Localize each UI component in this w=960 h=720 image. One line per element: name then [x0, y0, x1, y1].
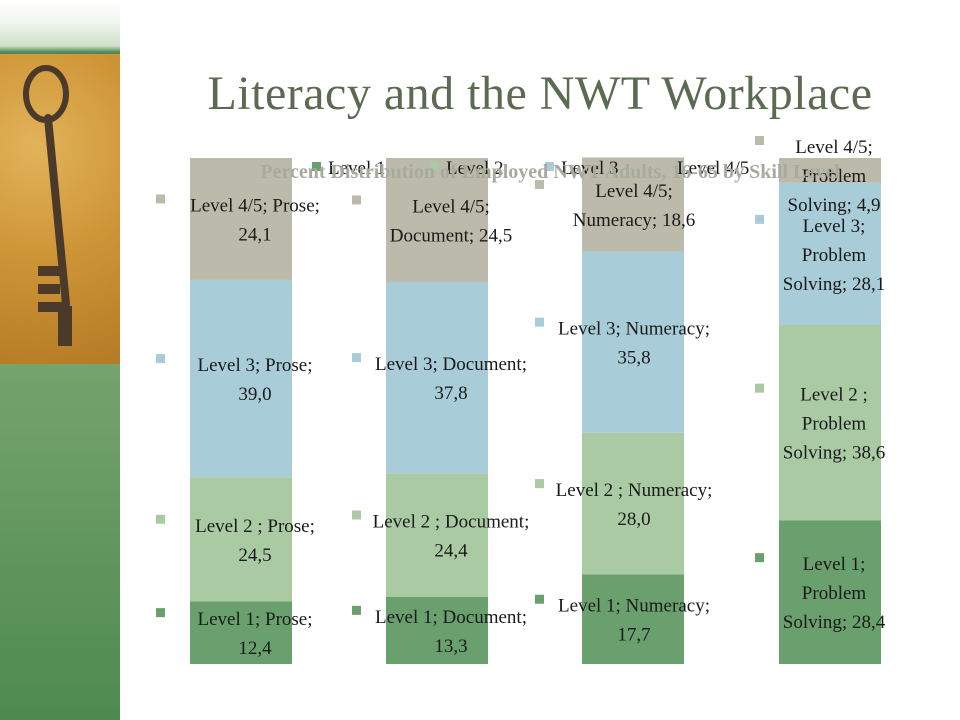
legend-item-level-4-5: Level 4/5	[661, 158, 749, 179]
bar-prose-level-1	[190, 601, 292, 664]
data-label-prose-level-4-5: Level 4/5; Prose; 24,1	[156, 194, 320, 245]
data-label-document-level-2: Level 2 ; Document; 24,4	[352, 510, 529, 561]
bar-numeracy-level-2	[582, 432, 684, 575]
svg-text:Level 3; Document;37,8: Level 3; Document; 37,8	[375, 354, 527, 404]
data-label-marker	[156, 354, 165, 364]
legend-label: Level 3	[561, 158, 619, 179]
svg-text:Level 1; Document;13,3: Level 1; Document; 13,3	[375, 607, 527, 657]
bar-problem-solving-level-3	[779, 182, 881, 325]
data-label-marker	[755, 553, 764, 563]
svg-text:Level 1; Numeracy;17,7: Level 1; Numeracy; 17,7	[558, 596, 710, 646]
data-label-numeracy-level-4-5: Level 4/5; Numeracy; 18,6	[535, 180, 695, 231]
data-label-marker	[352, 195, 361, 205]
legend-label: Level 2	[446, 158, 504, 179]
data-label-marker	[156, 514, 165, 524]
data-label-prose-level-3: Level 3; Prose; 39,0	[156, 354, 313, 405]
chart-legend: Level 1 Level 2 Level 3 Level 4/5	[312, 158, 749, 179]
legend-swatch	[545, 162, 554, 171]
svg-text:Level 3; Prose;39,0: Level 3; Prose; 39,0	[197, 355, 312, 405]
bar-prose-level-2	[190, 477, 292, 602]
data-label-marker	[755, 136, 764, 145]
chart-title: Percent Distribution of Employed NWT Adu…	[260, 161, 840, 183]
svg-text:Level 1; Prose;12,4: Level 1; Prose; 12,4	[197, 609, 312, 659]
bar-numeracy-level-4-5	[582, 157, 684, 252]
legend-label: Level 4/5	[677, 158, 749, 179]
data-label-numeracy-level-2: Level 2 ; Numeracy; 28,0	[535, 479, 712, 530]
svg-text:Level 2 ; Document;24,4: Level 2 ; Document; 24,4	[373, 511, 530, 561]
bar-problem-solving-level-2	[779, 324, 881, 521]
data-label-marker	[156, 194, 165, 204]
legend-item-level-1: Level 1	[312, 158, 386, 179]
data-label-marker	[352, 353, 361, 363]
legend-swatch	[430, 162, 439, 171]
data-label-numeracy-level-3: Level 3; Numeracy; 35,8	[535, 317, 710, 369]
data-label-document-level-3: Level 3; Document; 37,8	[352, 353, 527, 404]
bar-document-level-1	[386, 596, 488, 664]
legend-swatch	[661, 162, 670, 171]
svg-text:Level 2 ; Prose;24,5: Level 2 ; Prose; 24,5	[195, 516, 315, 566]
bar-document-level-3	[386, 281, 488, 474]
data-label-prose-level-2: Level 2 ; Prose; 24,5	[156, 514, 315, 566]
data-label-marker	[535, 594, 544, 604]
data-label-problem-solving-level-2: Level 2 ; Problem Solving; 38,6	[755, 383, 885, 464]
svg-text:Level 2 ; Numeracy;28,0: Level 2 ; Numeracy; 28,0	[556, 480, 713, 530]
svg-text:Level 4/5;Document; 24,5: Level 4/5; Document; 24,5	[390, 196, 512, 246]
bar-problem-solving-level-4-5	[779, 158, 881, 183]
bar-numeracy-level-1	[582, 574, 684, 664]
data-label-marker	[755, 214, 764, 224]
data-label-problem-solving-level-3: Level 3; Problem Solving; 28,1	[755, 214, 885, 295]
data-label-prose-level-1: Level 1; Prose; 12,4	[156, 608, 313, 659]
data-label-marker	[535, 180, 544, 190]
legend-label: Level 1	[328, 158, 386, 179]
bar-problem-solving-level-1	[779, 520, 881, 664]
data-label-marker	[755, 383, 764, 393]
bar-document-level-2	[386, 473, 488, 597]
data-label-marker	[352, 605, 361, 615]
legend-item-level-3: Level 3	[545, 158, 619, 179]
bar-prose-level-3	[190, 279, 292, 478]
key-photo	[0, 54, 120, 364]
legend-item-level-2: Level 2	[430, 158, 504, 179]
bar-document-level-4-5	[386, 158, 488, 282]
data-label-problem-solving-level-4-5: Level 4/5; Problem Solving; 4,9	[755, 136, 880, 216]
bar-prose-level-4-5	[190, 158, 292, 280]
data-label-marker	[535, 317, 544, 327]
side-green-panel	[0, 364, 120, 720]
legend-swatch	[312, 162, 321, 171]
data-label-problem-solving-level-1: Level 1; Problem Solving; 28,4	[755, 553, 886, 633]
data-label-marker	[156, 608, 165, 618]
data-label-marker	[535, 479, 544, 489]
data-label-document-level-4-5: Level 4/5; Document; 24,5	[352, 195, 512, 246]
svg-text:Level 4/5;Numeracy; 18,6: Level 4/5; Numeracy; 18,6	[573, 181, 695, 231]
svg-text:Level 3; Numeracy;35,8: Level 3; Numeracy; 35,8	[558, 319, 710, 369]
svg-text:Level 4/5; Prose;24,1: Level 4/5; Prose; 24,1	[190, 195, 320, 245]
data-label-marker	[352, 510, 361, 520]
data-label-numeracy-level-1: Level 1; Numeracy; 17,7	[535, 594, 710, 646]
data-label-document-level-1: Level 1; Document; 13,3	[352, 605, 527, 657]
slide-title: Literacy and the NWT Workplace	[207, 67, 873, 120]
bar-numeracy-level-3	[582, 251, 684, 433]
